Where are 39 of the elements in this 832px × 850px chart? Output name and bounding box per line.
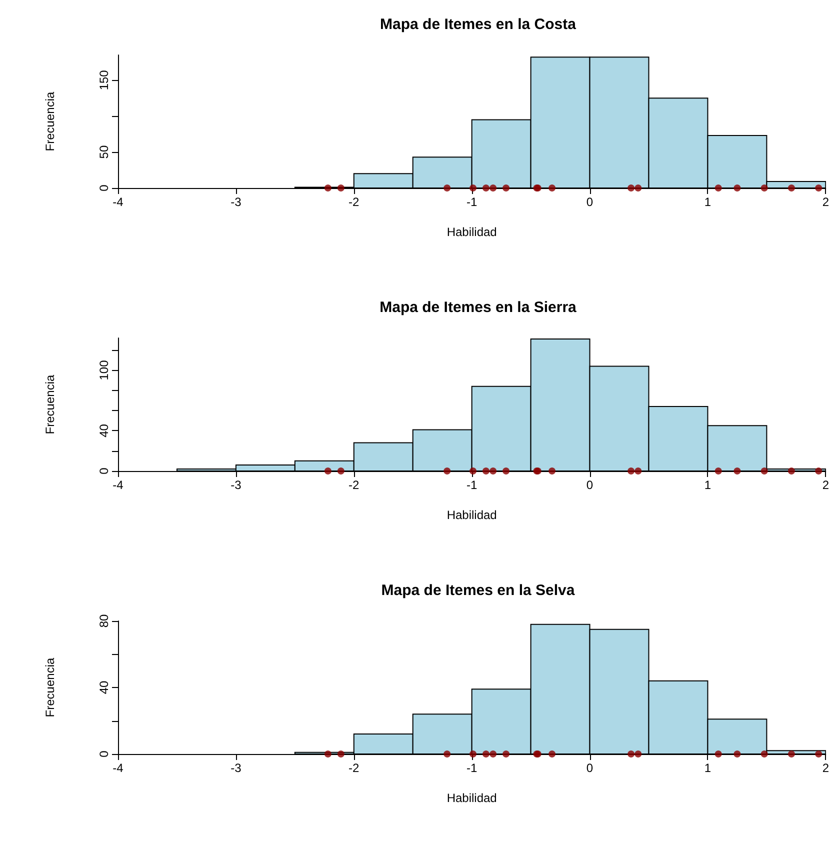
y-tick-label: 40 [97, 424, 111, 438]
x-tick-label: 1 [704, 761, 712, 775]
x-tick-label: -3 [230, 761, 242, 775]
y-tick-label: 0 [97, 184, 111, 192]
y-axis-title: Frecuencia [43, 92, 57, 152]
y-axis-title: Frecuencia [43, 374, 57, 434]
chart-title: Mapa de Itemes en la Sierra [380, 299, 578, 316]
x-tick-label: -2 [348, 761, 360, 775]
y-tick-label: 100 [97, 360, 111, 380]
x-tick-label: 0 [586, 478, 594, 492]
x-tick-label: -3 [230, 195, 242, 209]
y-axis-title: Frecuencia [43, 658, 57, 718]
x-tick-label: 2 [822, 761, 830, 775]
x-tick-label: 2 [822, 195, 830, 209]
x-axis-title: Habilidad [446, 791, 497, 805]
y-tick-label: 0 [97, 750, 111, 758]
x-tick-label: -1 [466, 761, 478, 775]
x-tick-label: 0 [586, 761, 594, 775]
x-tick-label: -2 [348, 478, 360, 492]
y-tick-label: 50 [97, 145, 111, 159]
x-tick-label: -4 [112, 195, 124, 209]
y-tick-label: 40 [97, 680, 111, 694]
x-tick-label: -2 [348, 195, 360, 209]
x-tick-label: 1 [704, 478, 712, 492]
chart-title: Mapa de Itemes en la Costa [380, 16, 577, 33]
x-axis-title: Habilidad [446, 508, 497, 522]
x-tick-label: -4 [112, 478, 124, 492]
x-tick-label: 2 [822, 478, 830, 492]
x-tick-label: -4 [112, 761, 124, 775]
y-tick-label: 0 [97, 467, 111, 474]
x-tick-label: -3 [230, 478, 242, 492]
x-tick-label: -1 [466, 478, 478, 492]
y-tick-label: 80 [97, 614, 111, 628]
x-tick-label: -1 [466, 195, 478, 209]
x-tick-label: 0 [586, 195, 594, 209]
x-axis-title: Habilidad [446, 225, 497, 239]
y-tick-label: 150 [97, 70, 111, 90]
x-tick-label: 1 [704, 195, 712, 209]
chart-title: Mapa de Itemes en la Selva [381, 582, 576, 599]
